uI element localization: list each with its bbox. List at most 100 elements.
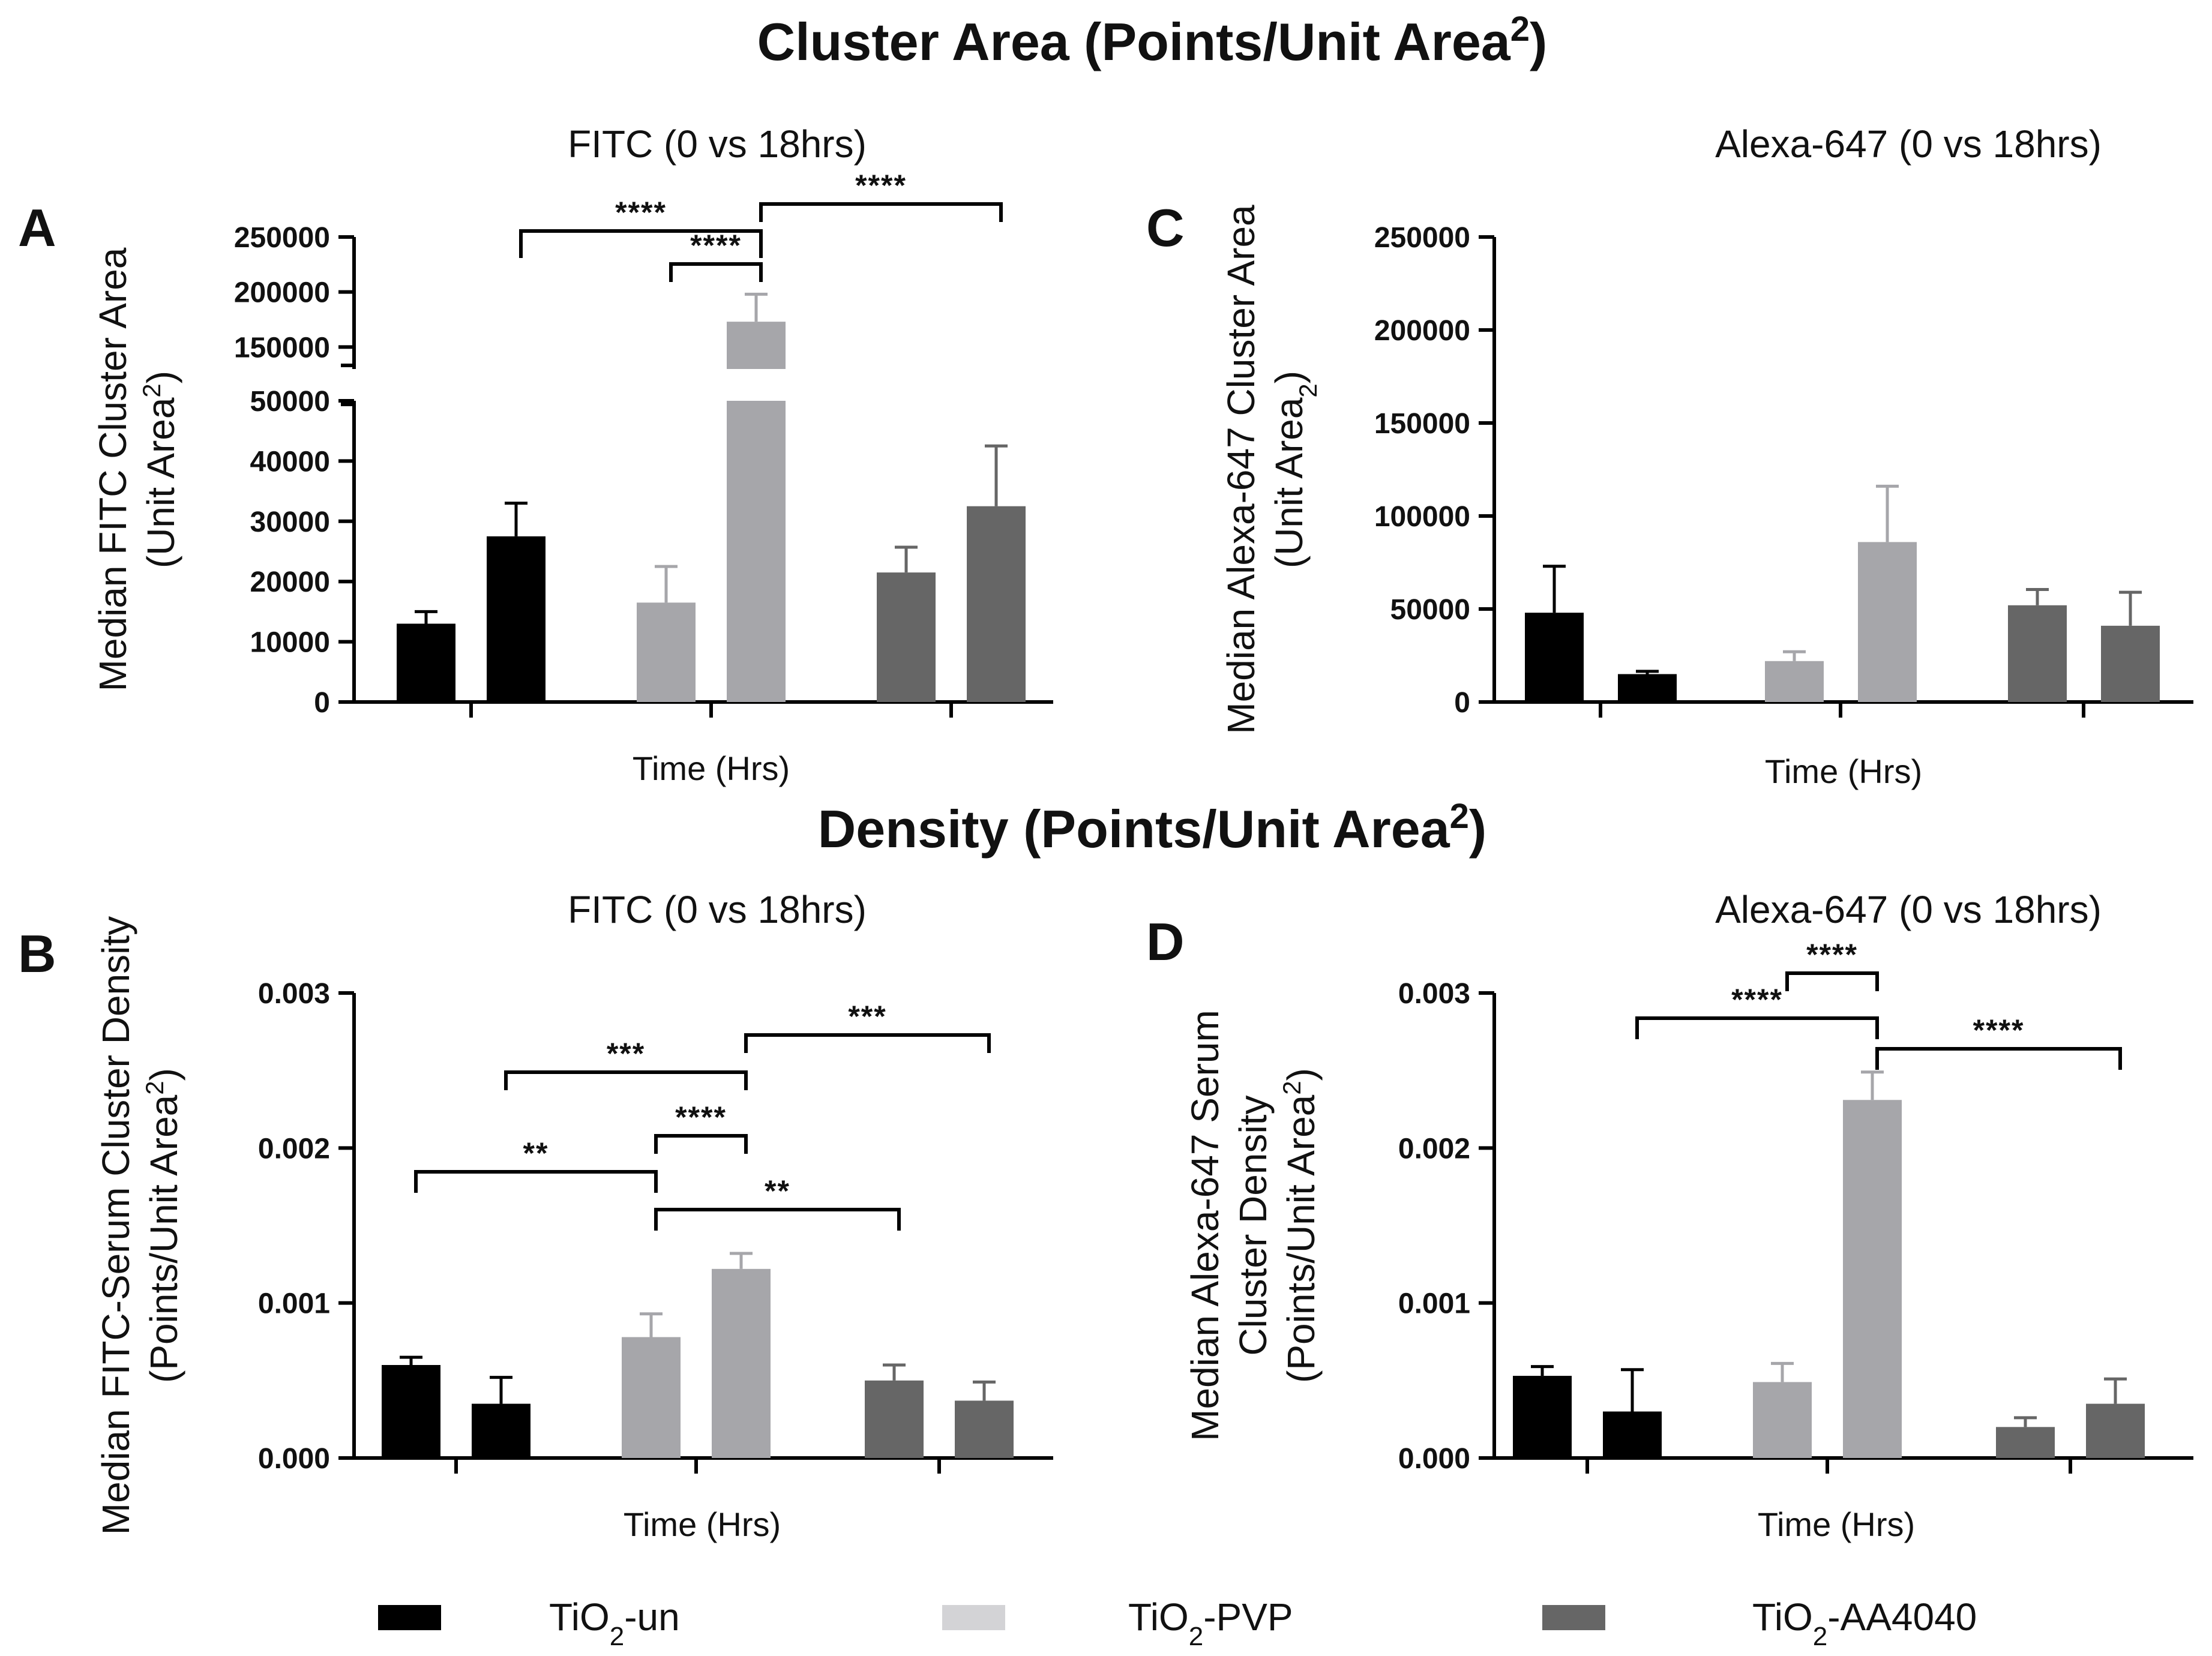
significance-bracket [669,262,763,282]
bar [487,536,545,702]
bar [637,602,696,702]
y-tick-label: 0 [1454,687,1470,719]
legend-label: TiO2-AA4040 [1752,1595,1977,1651]
significance-label: *** [848,1000,886,1033]
y-axis-label-D-line1: Cluster Density [1231,1096,1275,1356]
y-tick-label: 40000 [250,446,330,478]
significance-bracket [744,1033,991,1053]
section-title-text: Density (Points/Unit Area [818,799,1450,859]
bar [2008,605,2067,702]
x-axis-label-D: Time (Hrs) [1758,1505,1915,1543]
significance-label: **** [855,169,907,202]
panel-letter-A: A [18,198,56,257]
y-tick-label: 0.003 [1398,978,1470,1010]
significance-bracket [654,1134,748,1154]
y-tick-label: 30000 [250,506,330,538]
panel-D: D Alexa-647 (0 vs 18hrs) Median Alexa-647 … [1146,888,2193,1543]
section-title-bottom: Density (Points/Unit Area2) [818,797,1486,859]
legend-label: TiO2-PVP [1128,1595,1293,1651]
y-axis-label-script: 2 [1294,383,1322,397]
legend-swatch [942,1605,1005,1630]
y-tick-label: 100000 [1374,501,1470,533]
significance-bracket [1875,1047,2122,1070]
legend: TiO2-un TiO2-PVP TiO2-AA4040 [378,1595,1977,1651]
legend-label-main: TiO [1128,1595,1189,1639]
section-title-text: Cluster Area (Points/Unit Area [757,12,1511,71]
section-title-sup: 2 [1450,797,1469,836]
y-tick-label: 0.002 [258,1133,330,1165]
section-title-sup: 2 [1510,10,1530,49]
legend-label-rest: -un [624,1595,680,1639]
y-tick-label: 50000 [250,386,330,418]
legend-label: TiO2-un [549,1595,680,1651]
legend-label-sub: 2 [610,1622,624,1651]
bar-upper-segment [727,322,786,369]
y-tick-label: 0.002 [1398,1133,1470,1165]
y-tick-label: 0.003 [258,978,330,1010]
y-tick-label: 20000 [250,566,330,598]
legend-label-rest: -PVP [1203,1595,1293,1639]
y-axis-label-A-line0: Median FITC Cluster Area [91,247,134,691]
significance-label: ** [765,1174,790,1208]
bar [1525,613,1584,702]
y-axis-label-C-line0: Median Alexa-647 Cluster Area [1219,205,1263,734]
y-tick-label: 250000 [1374,222,1470,254]
bar [2101,625,2160,702]
y-tick-label: 10000 [250,627,330,659]
significance-label: **** [1973,1013,2025,1047]
y-axis-label-B-line0: Median FITC-Serum Cluster Density [94,916,137,1535]
significance-bracket [414,1170,658,1193]
legend-swatch [1542,1605,1605,1630]
y-tick-label: 0.001 [258,1288,330,1320]
bar [712,1268,771,1458]
legend-label-rest: -AA4040 [1827,1595,1977,1639]
bar [1858,542,1917,702]
y-axis-label-D-line0: Median Alexa-647 Serum [1183,1010,1227,1441]
y-axis-label-A-line1: (Unit Area2) [137,371,183,568]
section-title-close: ) [1530,12,1547,71]
y-axis-label-text: (Unit Area [139,397,182,568]
y-tick-label: 200000 [1374,315,1470,347]
y-axis-label-close: ) [142,1068,185,1081]
y-axis-label-text: Median FITC-Serum Cluster Density [94,916,137,1535]
significance-bracket [504,1070,748,1090]
panel-letter-C: C [1146,198,1185,257]
bar [1513,1376,1572,1458]
panel-title-A: FITC (0 vs 18hrs) [568,122,867,166]
bar [1753,1382,1812,1458]
y-axis-label-close: ) [139,371,182,383]
bar [1765,661,1824,702]
y-tick-label: 50000 [1390,594,1470,626]
x-axis-label-B: Time (Hrs) [624,1505,781,1543]
bar [1618,674,1677,702]
bar [1603,1411,1662,1458]
y-tick-label: 200000 [234,277,330,309]
y-axis-label-text: Median Alexa-647 Serum [1183,1010,1227,1441]
panel-A: A FITC (0 vs 18hrs) Median FITC Cluster Ar… [18,122,1053,787]
bar [877,572,936,702]
y-axis-label-text: (Unit Area [1267,397,1311,568]
y-axis-label-text: Median Alexa-647 Cluster Area [1219,205,1263,734]
panel-letter-B: B [18,924,56,983]
bar [727,401,786,702]
y-axis-label-close: ) [1279,1068,1323,1081]
y-tick-label: 0.001 [1398,1288,1470,1320]
bar [397,623,455,702]
significance-bracket [1785,971,1879,991]
y-axis-label-C-line1: (Unit Area2) [1267,371,1322,568]
y-tick-label: 0.000 [258,1443,330,1475]
y-tick-label: 0.000 [1398,1443,1470,1475]
bar [865,1380,924,1458]
legend-swatch [378,1605,441,1630]
panel-C: C Alexa-647 (0 vs 18hrs) Median Alexa-647 … [1146,122,2193,790]
significance-label: ** [523,1136,549,1170]
y-axis-label-text: (Points/Unit Area [142,1094,185,1383]
panel-title-B: FITC (0 vs 18hrs) [568,888,867,931]
section-title-close: ) [1469,799,1486,859]
y-axis-label-script: 2 [137,383,166,397]
significance-bracket [654,1208,901,1231]
panel-letter-D: D [1146,912,1185,971]
x-axis-label-A: Time (Hrs) [633,749,790,787]
y-tick-label: 250000 [234,222,330,254]
significance-label: *** [607,1037,645,1070]
